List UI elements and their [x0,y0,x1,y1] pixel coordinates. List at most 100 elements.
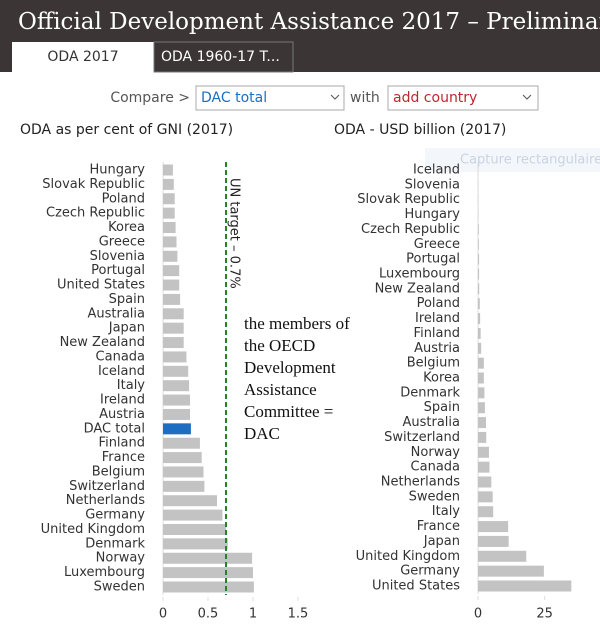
bar [478,417,486,428]
category-label: Netherlands [381,475,460,490]
category-label: Luxembourg [379,267,460,282]
category-label: Switzerland [384,430,460,445]
chart-title: ODA as per cent of GNI (2017) [20,122,233,138]
bar [478,506,493,517]
bar [163,308,184,319]
category-label: Finland [99,436,145,451]
category-label: Italy [432,504,461,519]
bar [478,283,479,294]
bar [163,538,228,549]
bar [163,553,252,564]
bar [163,193,175,204]
bar [478,432,486,443]
category-label: Denmark [85,536,145,551]
category-label: United Kingdom [356,549,460,564]
bar [163,179,174,190]
bar [478,536,509,547]
category-label: Norway [96,551,146,566]
bar [478,402,485,413]
bar [478,313,480,324]
category-label: Korea [423,371,460,386]
bar [478,491,493,502]
compare-label: Compare > [110,90,190,106]
category-label: Iceland [98,364,145,379]
bar [478,343,481,354]
category-label: Luxembourg [64,565,145,580]
tab[interactable]: ODA 1960-17 T... [161,49,280,65]
annotation: the OECD [244,336,315,355]
category-label: Switzerland [69,479,145,494]
bar [478,566,544,577]
category-label: Greece [414,237,460,252]
bar [478,551,526,562]
bar [478,298,480,309]
bar [163,294,180,305]
bar [163,208,175,219]
category-label: Germany [400,564,460,579]
bar [163,337,184,348]
category-label: France [102,450,145,465]
bar [163,366,188,377]
bar [478,269,479,280]
bar [478,477,491,488]
with-value[interactable]: add country [393,90,477,106]
bar [163,409,190,420]
x-tick-label: 1.5 [288,607,309,622]
category-label: Slovak Republic [42,177,145,192]
category-label: Austria [99,407,145,422]
bar [163,524,226,535]
category-label: Poland [417,296,460,311]
x-tick-label: 25 [536,607,553,622]
header-title: Official Development Assistance 2017 – P… [18,9,600,35]
category-label: Germany [85,508,145,523]
bar [478,373,484,384]
category-label: Portugal [91,263,145,278]
category-label: Slovak Republic [357,192,460,207]
reference-label: UN target – 0.7% [227,178,242,289]
bar [478,358,484,369]
bar [163,423,191,434]
category-label: Australia [87,306,145,321]
category-label: Hungary [404,207,460,222]
bar [163,222,176,233]
category-label: DAC total [84,421,145,436]
tab[interactable]: ODA 2017 [47,49,118,65]
bar [478,328,481,339]
bar [163,495,217,506]
x-tick-label: 0 [159,607,167,622]
category-label: Canada [411,460,460,475]
category-label: Spain [109,292,145,307]
category-label: Netherlands [66,493,145,508]
bar [163,582,254,593]
category-label: Japan [108,321,145,336]
compare-value[interactable]: DAC total [201,90,267,106]
category-label: United Kingdom [41,522,145,537]
category-label: Denmark [400,385,460,400]
bar [478,521,508,532]
category-label: France [417,519,460,534]
bar [163,395,190,406]
annotation: Development [244,358,336,377]
category-label: Finland [414,326,460,341]
bar [163,567,253,578]
chart-title: ODA - USD billion (2017) [334,122,506,138]
bar [163,165,173,176]
category-label: Ireland [100,393,145,408]
annotation: Committee = [244,402,333,421]
x-tick-label: 0.5 [198,607,219,622]
category-label: Slovenia [90,249,145,264]
category-label: Hungary [89,163,145,178]
with-label: with [350,90,380,106]
category-label: United States [372,579,460,594]
category-label: Belgium [407,356,460,371]
bar [163,438,200,449]
category-label: Iceland [413,163,460,178]
bar [163,351,186,362]
bar [478,581,571,592]
bar [163,452,202,463]
category-label: Belgium [92,464,145,479]
category-label: Czech Republic [46,206,145,221]
bar [163,236,177,247]
bar [478,224,479,235]
